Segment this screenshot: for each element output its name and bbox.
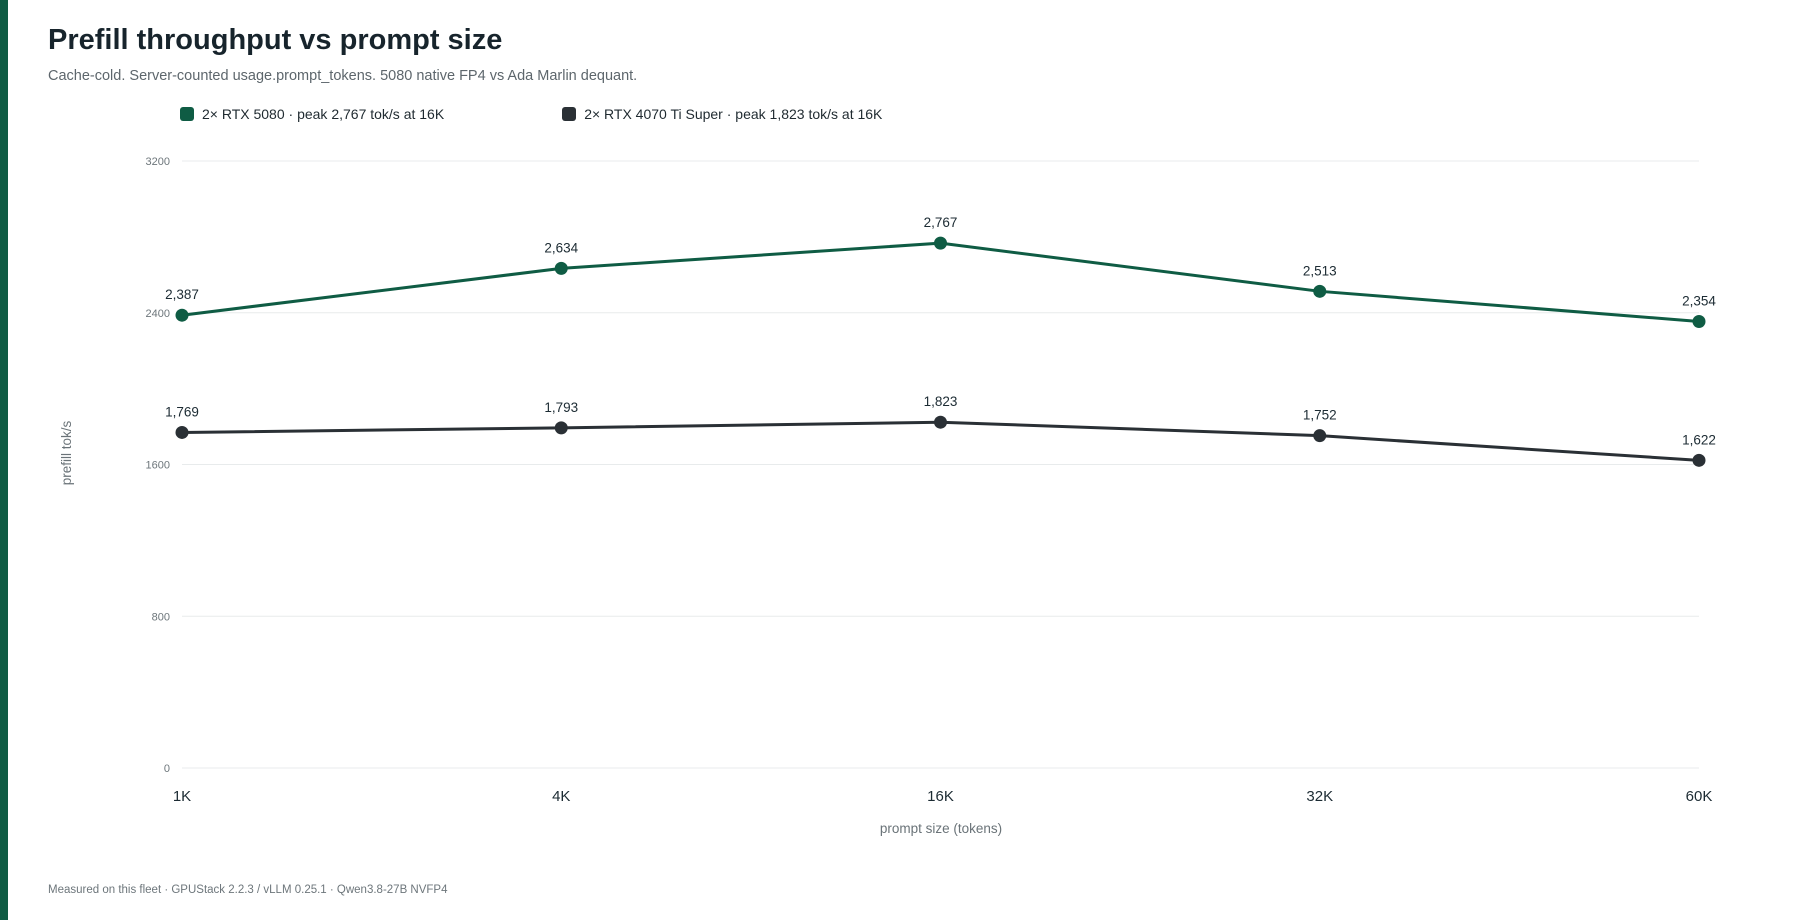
y-tick-2400: 2400 [146,308,170,320]
legend-item-rtx-4070-ti-super[interactable]: 2× RTX 4070 Ti Super · peak 1,823 tok/s … [562,106,882,122]
data-label-s1-60K: 1,622 [1682,432,1716,447]
y-axis-title: prefill tok/s [59,420,74,485]
legend-swatch-rtx-5080 [180,107,194,121]
data-point-s1-16K [934,415,947,429]
y-tick-800: 800 [152,611,170,623]
legend-label-rtx-5080: 2× RTX 5080 · peak 2,767 tok/s at 16K [202,106,445,122]
data-label-s0-4K: 2,634 [544,240,578,255]
data-point-s0-32K [1313,284,1327,298]
legend-swatch-rtx-4070-ti-super [562,107,577,121]
y-tick-1600: 1600 [146,460,170,472]
data-point-s1-60K [1692,453,1706,467]
x-tick-16K: 16K [927,788,954,805]
data-label-s0-32K: 2,513 [1303,263,1337,278]
data-point-s0-60K [1692,314,1706,328]
data-point-s1-4K [554,421,568,435]
data-point-s0-16K [934,236,947,250]
data-label-s0-60K: 2,354 [1682,293,1716,308]
series-line-0 [181,241,1700,323]
x-tick-4K: 4K [552,788,570,805]
data-point-s1-1K [175,425,189,439]
x-tick-60K: 60K [1686,788,1713,805]
y-tick-3200: 3200 [146,156,170,168]
accent-bar [0,0,8,920]
data-point-s1-32K [1313,429,1327,443]
data-label-s1-4K: 1,793 [544,400,578,415]
data-label-s1-16K: 1,823 [924,394,958,409]
data-point-s0-4K [554,261,568,275]
legend-label-rtx-4070-ti-super: 2× RTX 4070 Ti Super · peak 1,823 tok/s … [584,106,883,122]
data-label-s1-32K: 1,752 [1303,408,1337,423]
data-label-s0-1K: 2,387 [165,287,199,302]
data-label-s0-16K: 2,767 [924,215,958,230]
legend-item-rtx-5080[interactable]: 2× RTX 5080 · peak 2,767 tok/s at 16K [180,106,444,122]
data-label-s1-1K: 1,769 [165,404,199,419]
chart-subtitle: Cache-cold. Server-counted usage.prompt_… [48,68,638,84]
data-point-s0-1K [175,308,189,322]
chart-title: Prefill throughput vs prompt size [48,24,503,56]
legend: 2× RTX 5080 · peak 2,767 tok/s at 16K 2×… [180,106,882,122]
x-axis-title: prompt size (tokens) [880,821,1002,836]
footer-note: Measured on this fleet · GPUStack 2.2.3 … [48,884,448,896]
x-tick-1K: 1K [173,788,191,805]
y-tick-0: 0 [164,763,170,775]
x-tick-32K: 32K [1306,788,1333,805]
